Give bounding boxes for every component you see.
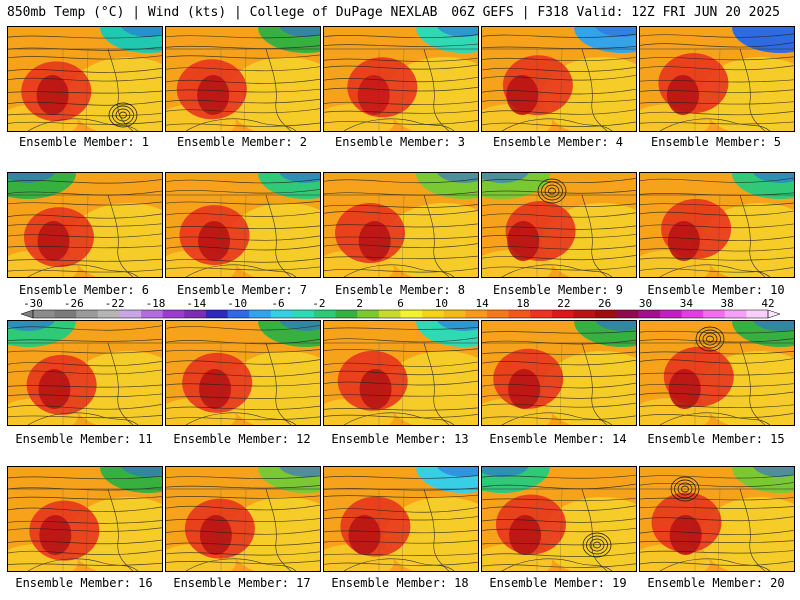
colorbar-segment: [227, 310, 250, 318]
ensemble-member-map: [7, 466, 163, 572]
ensemble-member-map: [481, 320, 637, 426]
ensemble-member-map: [7, 26, 163, 132]
ensemble-member-map: [165, 172, 321, 278]
colorbar-tick-label: 18: [516, 297, 529, 310]
ensemble-member-label: Ensemble Member: 1: [18, 135, 150, 149]
ensemble-member-label: Ensemble Member: 17: [173, 576, 311, 590]
colorbar-segment: [162, 310, 185, 318]
ensemble-member-map: [639, 320, 795, 426]
colorbar-segment: [616, 310, 639, 318]
ensemble-member-map: [165, 26, 321, 132]
colorbar-tick-label: -26: [64, 297, 84, 310]
colorbar-segment: [335, 310, 358, 318]
colorbar-min-arrow: [20, 309, 34, 319]
ensemble-member-map: [481, 172, 637, 278]
ensemble-member-label: Ensemble Member: 6: [18, 283, 150, 297]
colorbar-tick-label: 6: [397, 297, 404, 310]
colorbar-segment: [681, 310, 704, 318]
colorbar-segment: [119, 310, 142, 318]
colorbar-segment: [184, 310, 207, 318]
colorbar-segment: [551, 310, 574, 318]
colorbar-tick-label: -10: [227, 297, 247, 310]
colorbar-segment: [33, 310, 56, 318]
ensemble-member-label: Ensemble Member: 4: [492, 135, 624, 149]
colorbar-segment: [443, 310, 466, 318]
ensemble-member-map: [7, 320, 163, 426]
colorbar-tick-label: 30: [639, 297, 652, 310]
ensemble-member-label: Ensemble Member: 14: [489, 432, 627, 446]
colorbar-tick-label: -30: [23, 297, 43, 310]
run-info: 06Z GEFS | F318 Valid: 12Z FRI JUN 20 20…: [451, 5, 780, 20]
colorbar-tick-label: 14: [476, 297, 490, 310]
colorbar-tick-label: 38: [721, 297, 734, 310]
colorbar-tick-label: 10: [435, 297, 448, 310]
ensemble-member-label: Ensemble Member: 13: [331, 432, 469, 446]
colorbar-tick-label: 22: [557, 297, 570, 310]
ensemble-member-label: Ensemble Member: 16: [15, 576, 153, 590]
colorbar-segment: [54, 310, 77, 318]
colorbar-segment: [97, 310, 120, 318]
colorbar-segment: [638, 310, 661, 318]
colorbar-segment: [400, 310, 423, 318]
ensemble-member-label: Ensemble Member: 2: [176, 135, 308, 149]
colorbar-segment: [465, 310, 488, 318]
colorbar-segment: [249, 310, 272, 318]
colorbar-tick-label: -6: [271, 297, 284, 310]
colorbar-segment: [508, 310, 531, 318]
colorbar-max-arrow: [767, 309, 781, 319]
colorbar-segment: [659, 310, 683, 318]
colorbar-segment: [595, 310, 618, 318]
colorbar-segment: [314, 310, 337, 318]
ensemble-member-map: [165, 320, 321, 426]
colorbar-tick-label: -18: [146, 297, 166, 310]
colorbar-segment: [486, 310, 510, 318]
ensemble-member-label: Ensemble Member: 18: [331, 576, 469, 590]
colorbar-tick-label: 2: [356, 297, 363, 310]
ensemble-member-label: Ensemble Member: 8: [334, 283, 466, 297]
ensemble-member-label: Ensemble Member: 9: [492, 283, 624, 297]
colorbar-segment: [378, 310, 401, 318]
colorbar-tick-label: -14: [186, 297, 206, 310]
colorbar-tick-label: 34: [680, 297, 694, 310]
ensemble-member-map: [323, 320, 479, 426]
colorbar-segment: [292, 310, 315, 318]
ensemble-member-label: Ensemble Member: 5: [650, 135, 782, 149]
ensemble-member-label: Ensemble Member: 3: [334, 135, 466, 149]
colorbar-tick-label: -2: [312, 297, 325, 310]
colorbar-segment: [703, 310, 726, 318]
ensemble-member-map: [7, 172, 163, 278]
chart-title: 850mb Temp (°C) | Wind (kts) | College o…: [7, 5, 438, 20]
colorbar-segment: [76, 310, 99, 318]
colorbar-segment: [205, 310, 229, 318]
ensemble-member-map: [323, 466, 479, 572]
ensemble-member-label: Ensemble Member: 19: [489, 576, 627, 590]
colorbar-tick-label: 26: [598, 297, 611, 310]
ensemble-member-map: [639, 172, 795, 278]
ensemble-member-map: [323, 172, 479, 278]
ensemble-member-label: Ensemble Member: 11: [15, 432, 153, 446]
colorbar-tick-label: 42: [761, 297, 774, 310]
colorbar-segment: [530, 310, 553, 318]
colorbar-segment: [357, 310, 380, 318]
ensemble-member-map: [165, 466, 321, 572]
ensemble-member-label: Ensemble Member: 10: [647, 283, 785, 297]
ensemble-member-map: [481, 466, 637, 572]
ensemble-member-label: Ensemble Member: 20: [647, 576, 785, 590]
colorbar-segment: [746, 310, 769, 318]
ensemble-member-map: [639, 26, 795, 132]
ensemble-member-label: Ensemble Member: 7: [176, 283, 308, 297]
ensemble-member-label: Ensemble Member: 15: [647, 432, 785, 446]
ensemble-member-map: [481, 26, 637, 132]
colorbar-tick-label: -22: [105, 297, 125, 310]
colorbar-segment: [422, 310, 445, 318]
colorbar-segment: [141, 310, 164, 318]
ensemble-member-map: [639, 466, 795, 572]
ensemble-member-map: [323, 26, 479, 132]
temperature-colorbar: -30 -26 -22 -18 -14 -10 -6 -2 2 6 10 14 18 22 26 30 34 38…: [20, 297, 781, 319]
ensemble-member-label: Ensemble Member: 12: [173, 432, 311, 446]
colorbar-segment: [573, 310, 596, 318]
colorbar-segment: [724, 310, 747, 318]
colorbar-segment: [270, 310, 293, 318]
